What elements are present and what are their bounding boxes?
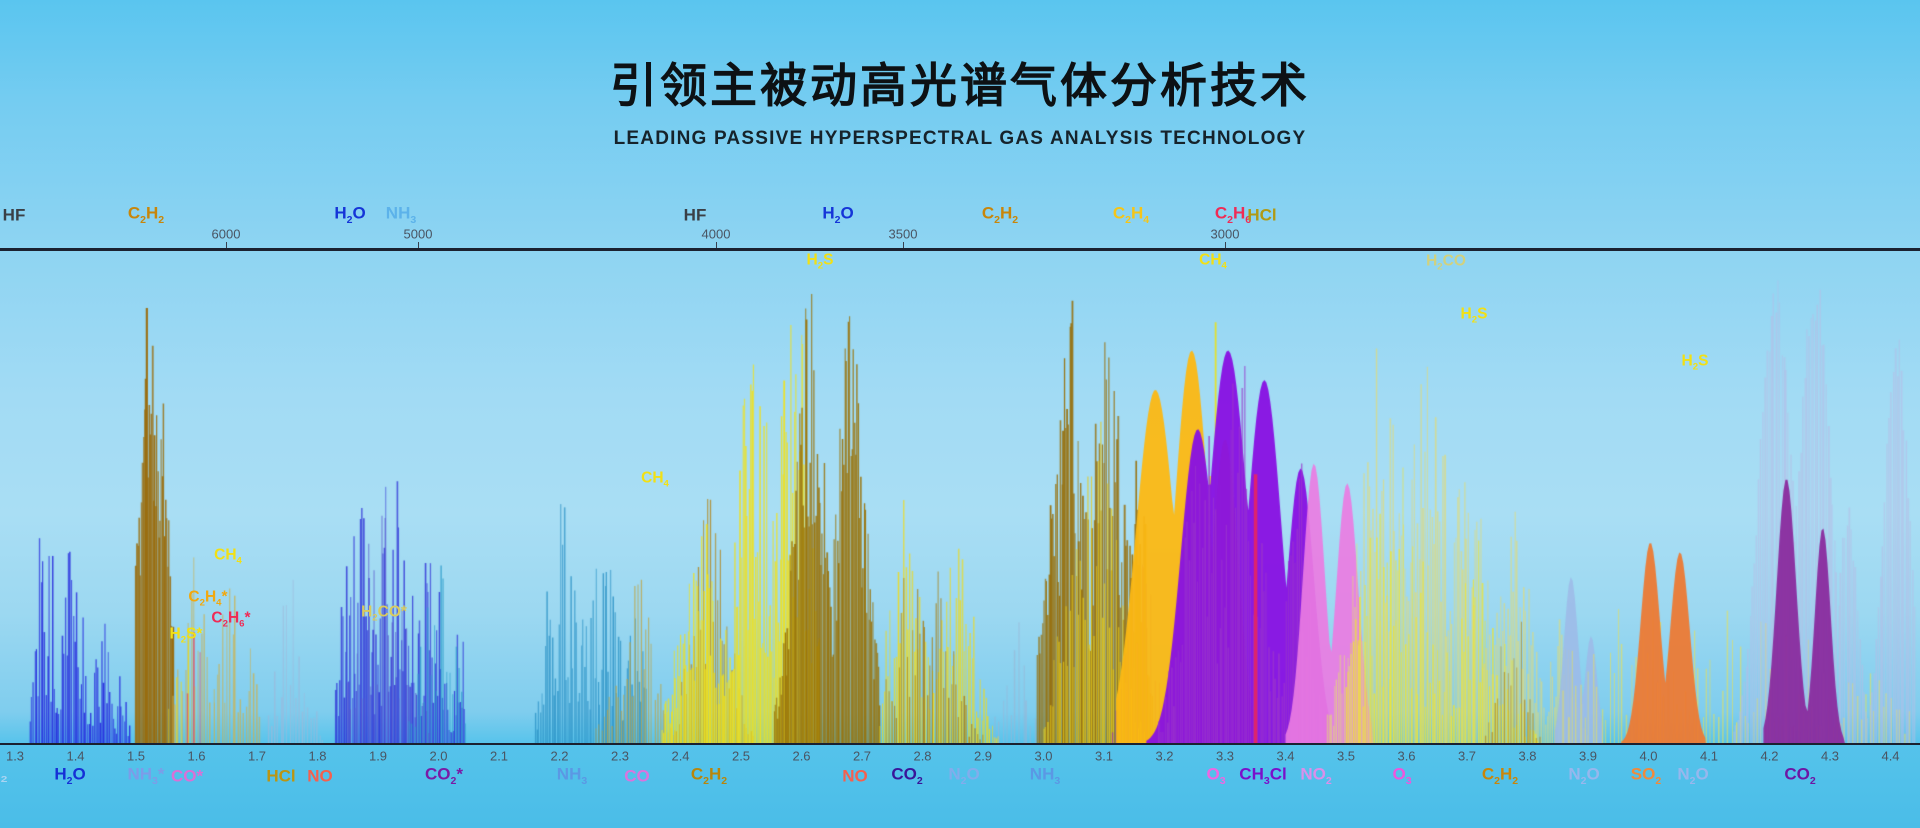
bottom-gas-label: CO2*: [425, 764, 463, 787]
bottom-gas-label: C2H2: [1481, 764, 1519, 787]
page-subtitle: LEADING PASSIVE HYPERSPECTRAL GAS ANALYS…: [613, 128, 1307, 150]
bottom-tick-label: 2.0: [429, 748, 448, 764]
bottom-tick-label: 2.4: [671, 748, 690, 764]
bottom-gas-label: N2O: [948, 764, 980, 787]
top-tick-label: 3000: [1210, 226, 1240, 242]
top-tick-mark: [1225, 242, 1226, 248]
top-gas-label: C2H4: [1112, 203, 1150, 226]
top-gas-label: NH3: [385, 203, 417, 226]
bottom-tick-label: 4.3: [1820, 748, 1840, 764]
bottom-gas-label: NO2: [1300, 764, 1332, 787]
top-tick-label: 6000: [211, 226, 241, 242]
bottom-gas-label: H2O: [54, 764, 86, 787]
bottom-gas-label: O3: [1206, 764, 1226, 787]
chart-gas-label: H2S: [1681, 352, 1709, 373]
bottom-tick-label: 2.9: [973, 748, 993, 764]
bottom-tick-label: 3.6: [1397, 748, 1416, 764]
top-gas-label: C2H2: [127, 203, 165, 226]
bottom-tick-label: 3.3: [1215, 748, 1235, 764]
bottom-tick-label: 2.8: [913, 748, 932, 764]
bottom-tick-label: 3.5: [1336, 748, 1356, 764]
bottom-tick-label: 2.1: [489, 748, 509, 764]
top-gas-label: HF: [683, 205, 707, 225]
bottom-gas-label: C2H2: [690, 764, 728, 787]
bottom-gas-label: O3: [1392, 764, 1412, 787]
bottom-tick-label: 4.1: [1699, 748, 1719, 764]
chart-gas-label: H2S*: [169, 625, 203, 646]
chart-gas-label: H2CO*: [361, 603, 407, 624]
bottom-tick-label: 1.5: [126, 748, 146, 764]
bottom-gas-label: CO2: [891, 764, 923, 787]
bottom-gas-label: CO*: [170, 766, 204, 786]
bottom-gas-label: N2O: [1568, 764, 1600, 787]
bottom-tick-label: 2.7: [852, 748, 872, 764]
bottom-tick-label: 3.8: [1518, 748, 1537, 764]
bottom-gas-label: CO2: [1784, 764, 1816, 787]
chart-gas-label: CH4: [214, 546, 242, 567]
bottom-tick-label: 3.7: [1457, 748, 1477, 764]
top-tick-mark: [716, 242, 717, 248]
top-tick-label: 5000: [403, 226, 433, 242]
chart-gas-label: H2S: [806, 251, 834, 272]
top-gas-label: HCl: [1247, 205, 1277, 225]
top-tick-mark: [418, 242, 419, 248]
top-axis-line: [0, 248, 1920, 251]
bottom-tick-label: 2.5: [731, 748, 751, 764]
chart-gas-label: CH4: [641, 469, 669, 490]
top-tick-mark: [903, 242, 904, 248]
bottom-gas-label: HCl: [266, 766, 296, 786]
bottom-tick-label: 1.9: [368, 748, 388, 764]
top-tick-label: 4000: [701, 226, 731, 242]
bottom-tick-label: 1.7: [247, 748, 267, 764]
bottom-gas-label: ₂: [0, 766, 8, 786]
bottom-tick-label: 1.6: [187, 748, 206, 764]
bottom-gas-label: NH3: [556, 764, 588, 787]
bottom-axis-line: [0, 743, 1920, 745]
bottom-gas-label: NO: [842, 766, 868, 786]
bottom-tick-label: 4.0: [1639, 748, 1658, 764]
chart-gas-label: C2H6*: [211, 609, 251, 630]
top-gas-label: H2O: [334, 203, 366, 226]
bottom-tick-label: 3.1: [1094, 748, 1114, 764]
bottom-tick-label: 2.2: [550, 748, 569, 764]
bottom-gas-label: CO: [624, 766, 650, 786]
bottom-tick-label: 1.8: [308, 748, 327, 764]
top-gas-label: C2H2: [981, 203, 1019, 226]
bottom-tick-label: 1.4: [66, 748, 85, 764]
bottom-gas-label: SO2: [1630, 764, 1662, 787]
bottom-tick-label: 3.0: [1034, 748, 1053, 764]
bottom-gas-label: N2O: [1677, 764, 1709, 787]
chart-gas-label: H2S: [1460, 305, 1488, 326]
bottom-tick-label: 3.2: [1155, 748, 1174, 764]
bottom-tick-label: 4.2: [1760, 748, 1779, 764]
chart-gas-label: H2CO: [1426, 252, 1466, 273]
top-tick-label: 3500: [888, 226, 918, 242]
bottom-gas-label: NH3*: [127, 764, 165, 787]
header: 引领主被动高光谱气体分析技术 LEADING PASSIVE HYPERSPEC…: [0, 58, 1920, 150]
bottom-gas-label: NH3: [1029, 764, 1061, 787]
top-gas-label: H2O: [822, 203, 854, 226]
bottom-tick-label: 1.3: [5, 748, 25, 764]
bottom-tick-label: 3.4: [1276, 748, 1295, 764]
bottom-tick-label: 2.3: [610, 748, 630, 764]
bottom-tick-label: 4.4: [1881, 748, 1900, 764]
bottom-gas-label: CH3Cl: [1239, 764, 1287, 787]
bottom-tick-label: 3.9: [1578, 748, 1598, 764]
bottom-tick-label: 2.6: [792, 748, 811, 764]
top-tick-mark: [226, 242, 227, 248]
chart-gas-label: CH4: [1199, 251, 1227, 272]
top-gas-label: HF: [2, 205, 26, 225]
page-title: 引领主被动高光谱气体分析技术: [610, 59, 1310, 112]
chart-gas-label: C2H4*: [188, 588, 228, 609]
bottom-gas-label: NO: [307, 766, 333, 786]
top-gas-label: C2H6: [1214, 203, 1252, 226]
